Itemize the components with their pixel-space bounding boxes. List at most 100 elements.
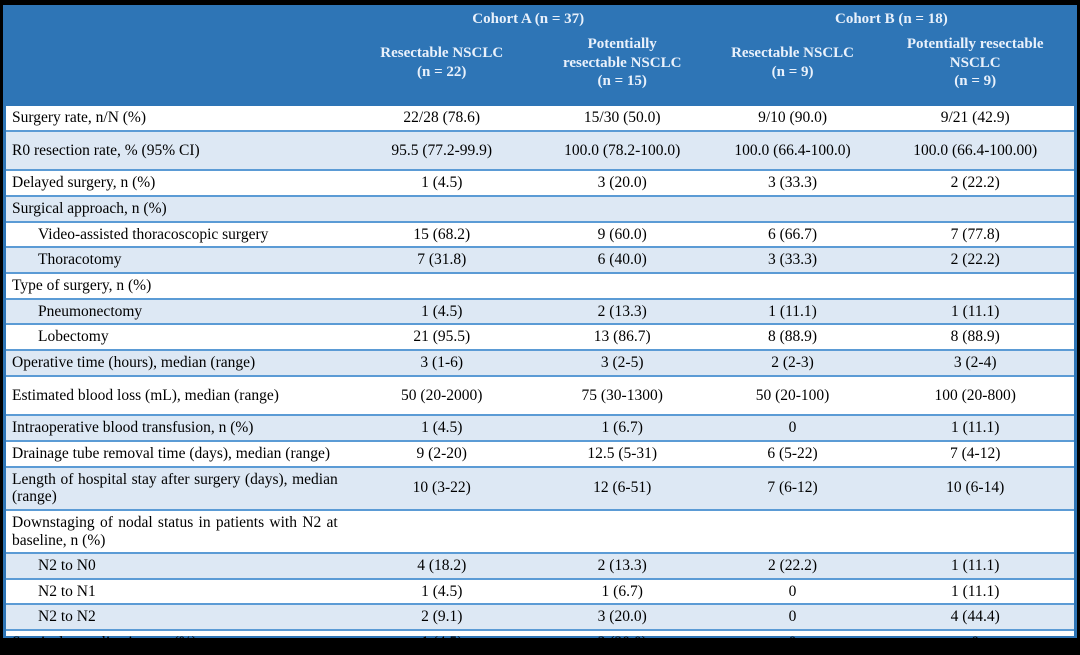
cell-value: 1 (4.5)	[347, 169, 536, 196]
table-row: Surgical complications, n (%) 1 (4.5) 3 (2…	[6, 629, 1074, 655]
cohort-header-row: Cohort A (n = 37) Cohort B (n = 18)	[6, 5, 1074, 29]
table-row: Video-assisted thoracoscopic surgery 15 (…	[6, 220, 1074, 248]
table-row: Estimated blood loss (mL), median (range…	[6, 374, 1074, 416]
cell-value: 9/10 (90.0)	[758, 109, 827, 126]
cell-value: 2 (22.2)	[876, 169, 1074, 196]
row-label: Surgery rate, n/N (%)	[12, 109, 147, 126]
cell-value	[876, 271, 1074, 299]
subheader-cohort-b-potentially-resectable: Potentially resectable NSCLC (n = 9)	[876, 28, 1074, 105]
cell-value	[347, 508, 536, 554]
row-label: Type of surgery, n (%)	[6, 271, 348, 299]
cell-value: 12.5 (5-31)	[535, 439, 709, 467]
cell-value: 1 (4.5)	[347, 297, 536, 325]
cell-value: 3 (20.0)	[535, 629, 709, 655]
cell-value: 8 (88.9)	[876, 323, 1074, 350]
cell-value	[347, 194, 536, 222]
table-row: N2 to N2 2 (9.1) 3 (20.0) 0 4 (44.4)	[6, 603, 1074, 631]
cell-value: 13 (86.7)	[535, 323, 709, 350]
cell-value: 100 (20-800)	[876, 374, 1074, 416]
cell-value: 100.0 (66.4-100.0)	[708, 129, 877, 171]
cell-value	[708, 508, 877, 554]
cell-value: 15/30 (50.0)	[583, 109, 661, 126]
cell-value: 12 (6-51)	[535, 465, 709, 510]
cell-value: 0	[708, 577, 877, 605]
cell-value: 15 (68.2)	[347, 220, 536, 248]
cell-value: 6 (66.7)	[708, 220, 877, 248]
cell-value: 95.5 (77.2-99.9)	[347, 129, 536, 171]
cell-value: 2 (13.3)	[535, 552, 709, 579]
cell-value: 1 (6.7)	[535, 414, 709, 441]
cell-value: 7 (6-12)	[708, 465, 877, 510]
corner-cell	[6, 5, 348, 29]
table-row: Type of surgery, n (%)	[6, 271, 1074, 299]
cell-value: 1 (11.1)	[876, 552, 1074, 579]
cell-value: 4 (18.2)	[347, 552, 536, 579]
cell-value: 3 (20.0)	[535, 169, 709, 196]
table-row: Operative time (hours), median (range) 3 …	[6, 348, 1074, 376]
cell-value: 0	[708, 414, 877, 441]
table-header: Cohort A (n = 37) Cohort B (n = 18) Rese…	[6, 5, 1074, 105]
subheader-cohort-a-potentially-resectable: Potentially resectable NSCLC (n = 15)	[535, 28, 709, 105]
cell-value: 2 (22.2)	[876, 246, 1074, 273]
cell-value: 75 (30-1300)	[535, 374, 709, 416]
cell-value	[535, 271, 709, 299]
row-label: R0 resection rate, % (95% CI)	[6, 129, 348, 171]
cell-value: 1 (4.5)	[347, 577, 536, 605]
cell-value: 10 (6-14)	[876, 465, 1074, 510]
table-row: N2 to N1 1 (4.5) 1 (6.7) 0 1 (11.1)	[6, 577, 1074, 605]
cell-value: 9/21 (42.9)	[940, 109, 1010, 126]
table-row: Delayed surgery, n (%) 1 (4.5) 3 (20.0) 3 (…	[6, 169, 1074, 196]
cell-value: 22/28 (78.6)	[403, 109, 481, 126]
row-label: N2 to N2	[6, 603, 348, 631]
table-row: Surgical approach, n (%)	[6, 194, 1074, 222]
table-row: Thoracotomy 7 (31.8) 6 (40.0) 3 (33.3) 2 (22…	[6, 246, 1074, 273]
cell-value: 0	[708, 629, 877, 655]
cell-value	[535, 508, 709, 554]
cell-value: 100.0 (78.2-100.0)	[535, 129, 709, 171]
table-row: N2 to N0 4 (18.2) 2 (13.3) 2 (22.2) 1 (11.1)	[6, 552, 1074, 579]
cell-value	[876, 194, 1074, 222]
cell-value: 0	[876, 629, 1074, 655]
table-row: R0 resection rate, % (95% CI) 95.5 (77.2-…	[6, 129, 1074, 171]
cell-value: 3 (33.3)	[708, 246, 877, 273]
cell-value: 21 (95.5)	[347, 323, 536, 350]
cell-value: 7 (77.8)	[876, 220, 1074, 248]
cell-value: 10 (3-22)	[347, 465, 536, 510]
cell-value	[876, 508, 1074, 554]
cell-value: 7 (4-12)	[876, 439, 1074, 467]
row-label: Surgical approach, n (%)	[6, 194, 348, 222]
cell-value: 8 (88.9)	[708, 323, 877, 350]
table-row: Surgery rate, n/N (%) 22/28 (78.6) 15/30 (…	[6, 105, 1074, 131]
row-label: N2 to N1	[6, 577, 348, 605]
cell-value: 3 (33.3)	[708, 169, 877, 196]
row-label: Length of hospital stay after surgery (d…	[6, 465, 348, 510]
cell-value: 2 (9.1)	[347, 603, 536, 631]
row-label: Pneumonectomy	[6, 297, 348, 325]
row-label: N2 to N0	[6, 552, 348, 579]
cell-value: 4 (44.4)	[876, 603, 1074, 631]
table-row: Length of hospital stay after surgery (d…	[6, 465, 1074, 510]
row-label: Operative time (hours), median (range)	[6, 348, 348, 376]
cell-value: 1 (11.1)	[876, 577, 1074, 605]
row-label: Delayed surgery, n (%)	[6, 169, 348, 196]
subheader-cohort-b-resectable: Resectable NSCLC (n = 9)	[708, 28, 877, 105]
row-label: Intraoperative blood transfusion, n (%)	[6, 414, 348, 441]
cell-value: 0	[708, 603, 877, 631]
cell-value: 3 (2-4)	[876, 348, 1074, 376]
cell-value: 3 (20.0)	[535, 603, 709, 631]
cohort-a-header: Cohort A (n = 37)	[347, 5, 709, 29]
table-row: Lobectomy 21 (95.5) 13 (86.7) 8 (88.9) 8 (88…	[6, 323, 1074, 350]
cell-value: 2 (2-3)	[708, 348, 877, 376]
cell-value: 1 (11.1)	[876, 297, 1074, 325]
cell-value: 1 (4.5)	[347, 629, 536, 655]
cell-value: 3 (1-6)	[347, 348, 536, 376]
cell-value: 2 (22.2)	[708, 552, 877, 579]
cell-value	[708, 271, 877, 299]
cell-value	[708, 194, 877, 222]
cell-value	[535, 194, 709, 222]
row-label: Drainage tube removal time (days), media…	[6, 439, 348, 467]
surgical-outcomes-table: Cohort A (n = 37) Cohort B (n = 18) Rese…	[6, 5, 1074, 655]
outcomes-table-frame: Cohort A (n = 37) Cohort B (n = 18) Rese…	[3, 5, 1077, 655]
cell-value: 1 (4.5)	[347, 414, 536, 441]
table-row: Downstaging of nodal status in patients …	[6, 508, 1074, 554]
